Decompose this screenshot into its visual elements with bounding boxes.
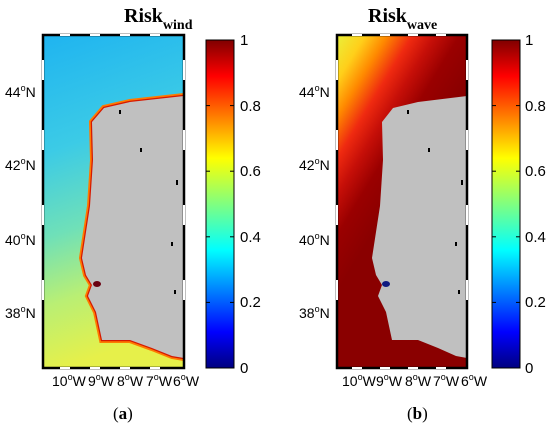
panel-a-lon-labels: 10oW 9oW 8oW 7oW 6oW (52, 372, 200, 389)
panel-a-colorbar-labels: 1 0.8 0.6 0.4 0.2 0 (240, 32, 261, 377)
panel-b-colorbar-labels: 1 0.8 0.6 0.4 0.2 0 (525, 32, 546, 377)
panel-b-cb-0.2: 0.2 (525, 294, 546, 311)
panel-b: Riskwave 44oN 42oN 40oN (299, 5, 546, 423)
panel-b-lon-10: 10oW (342, 372, 377, 389)
panel-b-lat-42: 42oN (299, 156, 330, 173)
panel-a-cb-0.8: 0.8 (240, 98, 261, 115)
panel-b-frame (335, 33, 469, 370)
panel-b-colorbar-ticks (492, 105, 520, 303)
panel-a-lat-38: 38oN (5, 304, 36, 321)
panel-b-reservoirs (407, 110, 463, 294)
panel-a-estuary (93, 281, 101, 287)
panel-b-lon-labels: 10oW 9oW 8oW 7oW 6oW (342, 372, 488, 389)
panel-a-frame (41, 33, 186, 370)
panel-b-colorbar (491, 39, 521, 369)
panel-b-lat-40: 40oN (299, 231, 330, 248)
panel-a-lon-7: 7oW (146, 372, 173, 389)
panel-a-frame-dashes (42, 34, 185, 369)
panel-a-lat-44: 44oN (5, 83, 36, 100)
panel-a-title: Riskwind (124, 5, 193, 33)
panel-a-lon-9: 9oW (88, 372, 115, 389)
panel-a: Riskwind (5, 5, 261, 423)
panel-a-lat-42: 42oN (5, 156, 36, 173)
panel-a-caption: (a) (113, 404, 133, 423)
panel-a-cb-0: 0 (240, 360, 248, 377)
panel-a-colorbar-ticks (206, 105, 234, 303)
panel-a-land (82, 96, 184, 368)
panel-b-cb-0: 0 (525, 360, 533, 377)
panel-a-cb-0.4: 0.4 (240, 229, 261, 246)
panel-b-cb-0.4: 0.4 (525, 229, 546, 246)
panel-a-lon-10: 10oW (52, 372, 87, 389)
panel-b-frame-dashes (336, 34, 468, 369)
panel-b-cb-0.6: 0.6 (525, 163, 546, 180)
panel-b-lat-labels: 44oN 42oN 40oN 38oN (299, 83, 330, 321)
panel-b-cb-1: 1 (525, 32, 533, 49)
panel-b-lon-6: 6oW (461, 372, 488, 389)
panel-a-cb-0.6: 0.6 (240, 163, 261, 180)
panel-b-cb-0.8: 0.8 (525, 98, 546, 115)
panel-a-lat-40: 40oN (5, 231, 36, 248)
panel-a-colorbar (205, 39, 235, 369)
panel-b-title: Riskwave (368, 5, 437, 33)
panel-b-land (372, 96, 467, 368)
panel-b-lat-38: 38oN (299, 304, 330, 321)
panel-a-reservoirs (119, 110, 178, 294)
panel-a-lat-labels: 44oN 42oN 40oN 38oN (5, 83, 36, 321)
panel-b-map (337, 35, 467, 368)
panel-a-map (43, 35, 184, 368)
panel-a-lon-8: 8oW (117, 372, 144, 389)
panel-b-lon-9: 9oW (376, 372, 403, 389)
panel-b-estuary (382, 281, 390, 287)
panel-a-lon-6: 6oW (173, 372, 200, 389)
panel-b-lon-8: 8oW (405, 372, 432, 389)
panel-a-cb-1: 1 (240, 32, 248, 49)
panel-b-lon-7: 7oW (433, 372, 460, 389)
panel-b-caption: (b) (407, 404, 428, 423)
panel-b-lat-44: 44oN (299, 83, 330, 100)
panel-a-cb-0.2: 0.2 (240, 294, 261, 311)
